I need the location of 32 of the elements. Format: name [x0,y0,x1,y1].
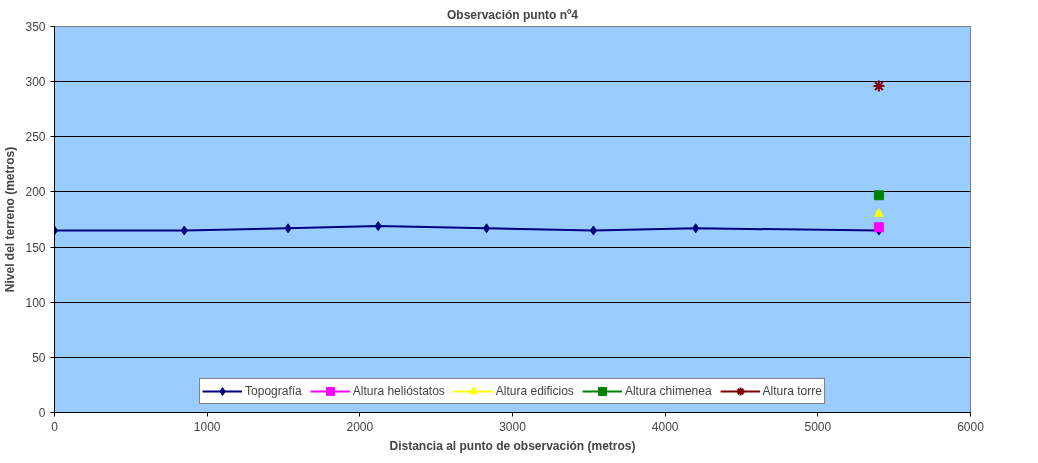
y-axis-title: Nivel del terreno (metros) [3,146,18,293]
point [374,221,382,232]
x-tick-label: 1000 [193,419,221,434]
x-tick-label: 0 [51,419,59,434]
point [872,79,886,93]
legend-label: Topografía [245,384,302,398]
y-tick-label: 100 [25,295,46,310]
chart-title: Observación punto nº4 [446,7,579,22]
point [692,223,700,234]
y-tick-label: 50 [32,350,46,365]
y-tick-label: 0 [38,406,46,420]
x-tick-label: 4000 [651,419,679,434]
legend-label: Altura torre [762,384,822,398]
x-tick-label: 6000 [957,419,985,434]
x-tick-label: 2000 [346,419,374,434]
x-tick-label: 5000 [804,419,832,434]
legend-label: Altura edificios [495,384,574,398]
legend-label: Altura chimenea [624,384,712,398]
point [180,225,188,236]
y-tick-label: 200 [25,185,46,200]
x-axis-title: Distancia al punto de observación (metros) [389,438,636,453]
point [873,190,884,201]
point [873,208,884,218]
y-tick-label: 350 [25,20,46,34]
y-tick-label: 250 [25,130,46,145]
legend-label: Altura helióstatos [352,384,445,398]
x-tick-label: 3000 [499,419,527,434]
y-tick-label: 300 [25,75,46,90]
point [589,225,597,236]
point [483,223,491,234]
y-tick-label: 150 [25,240,46,255]
point [284,223,292,234]
